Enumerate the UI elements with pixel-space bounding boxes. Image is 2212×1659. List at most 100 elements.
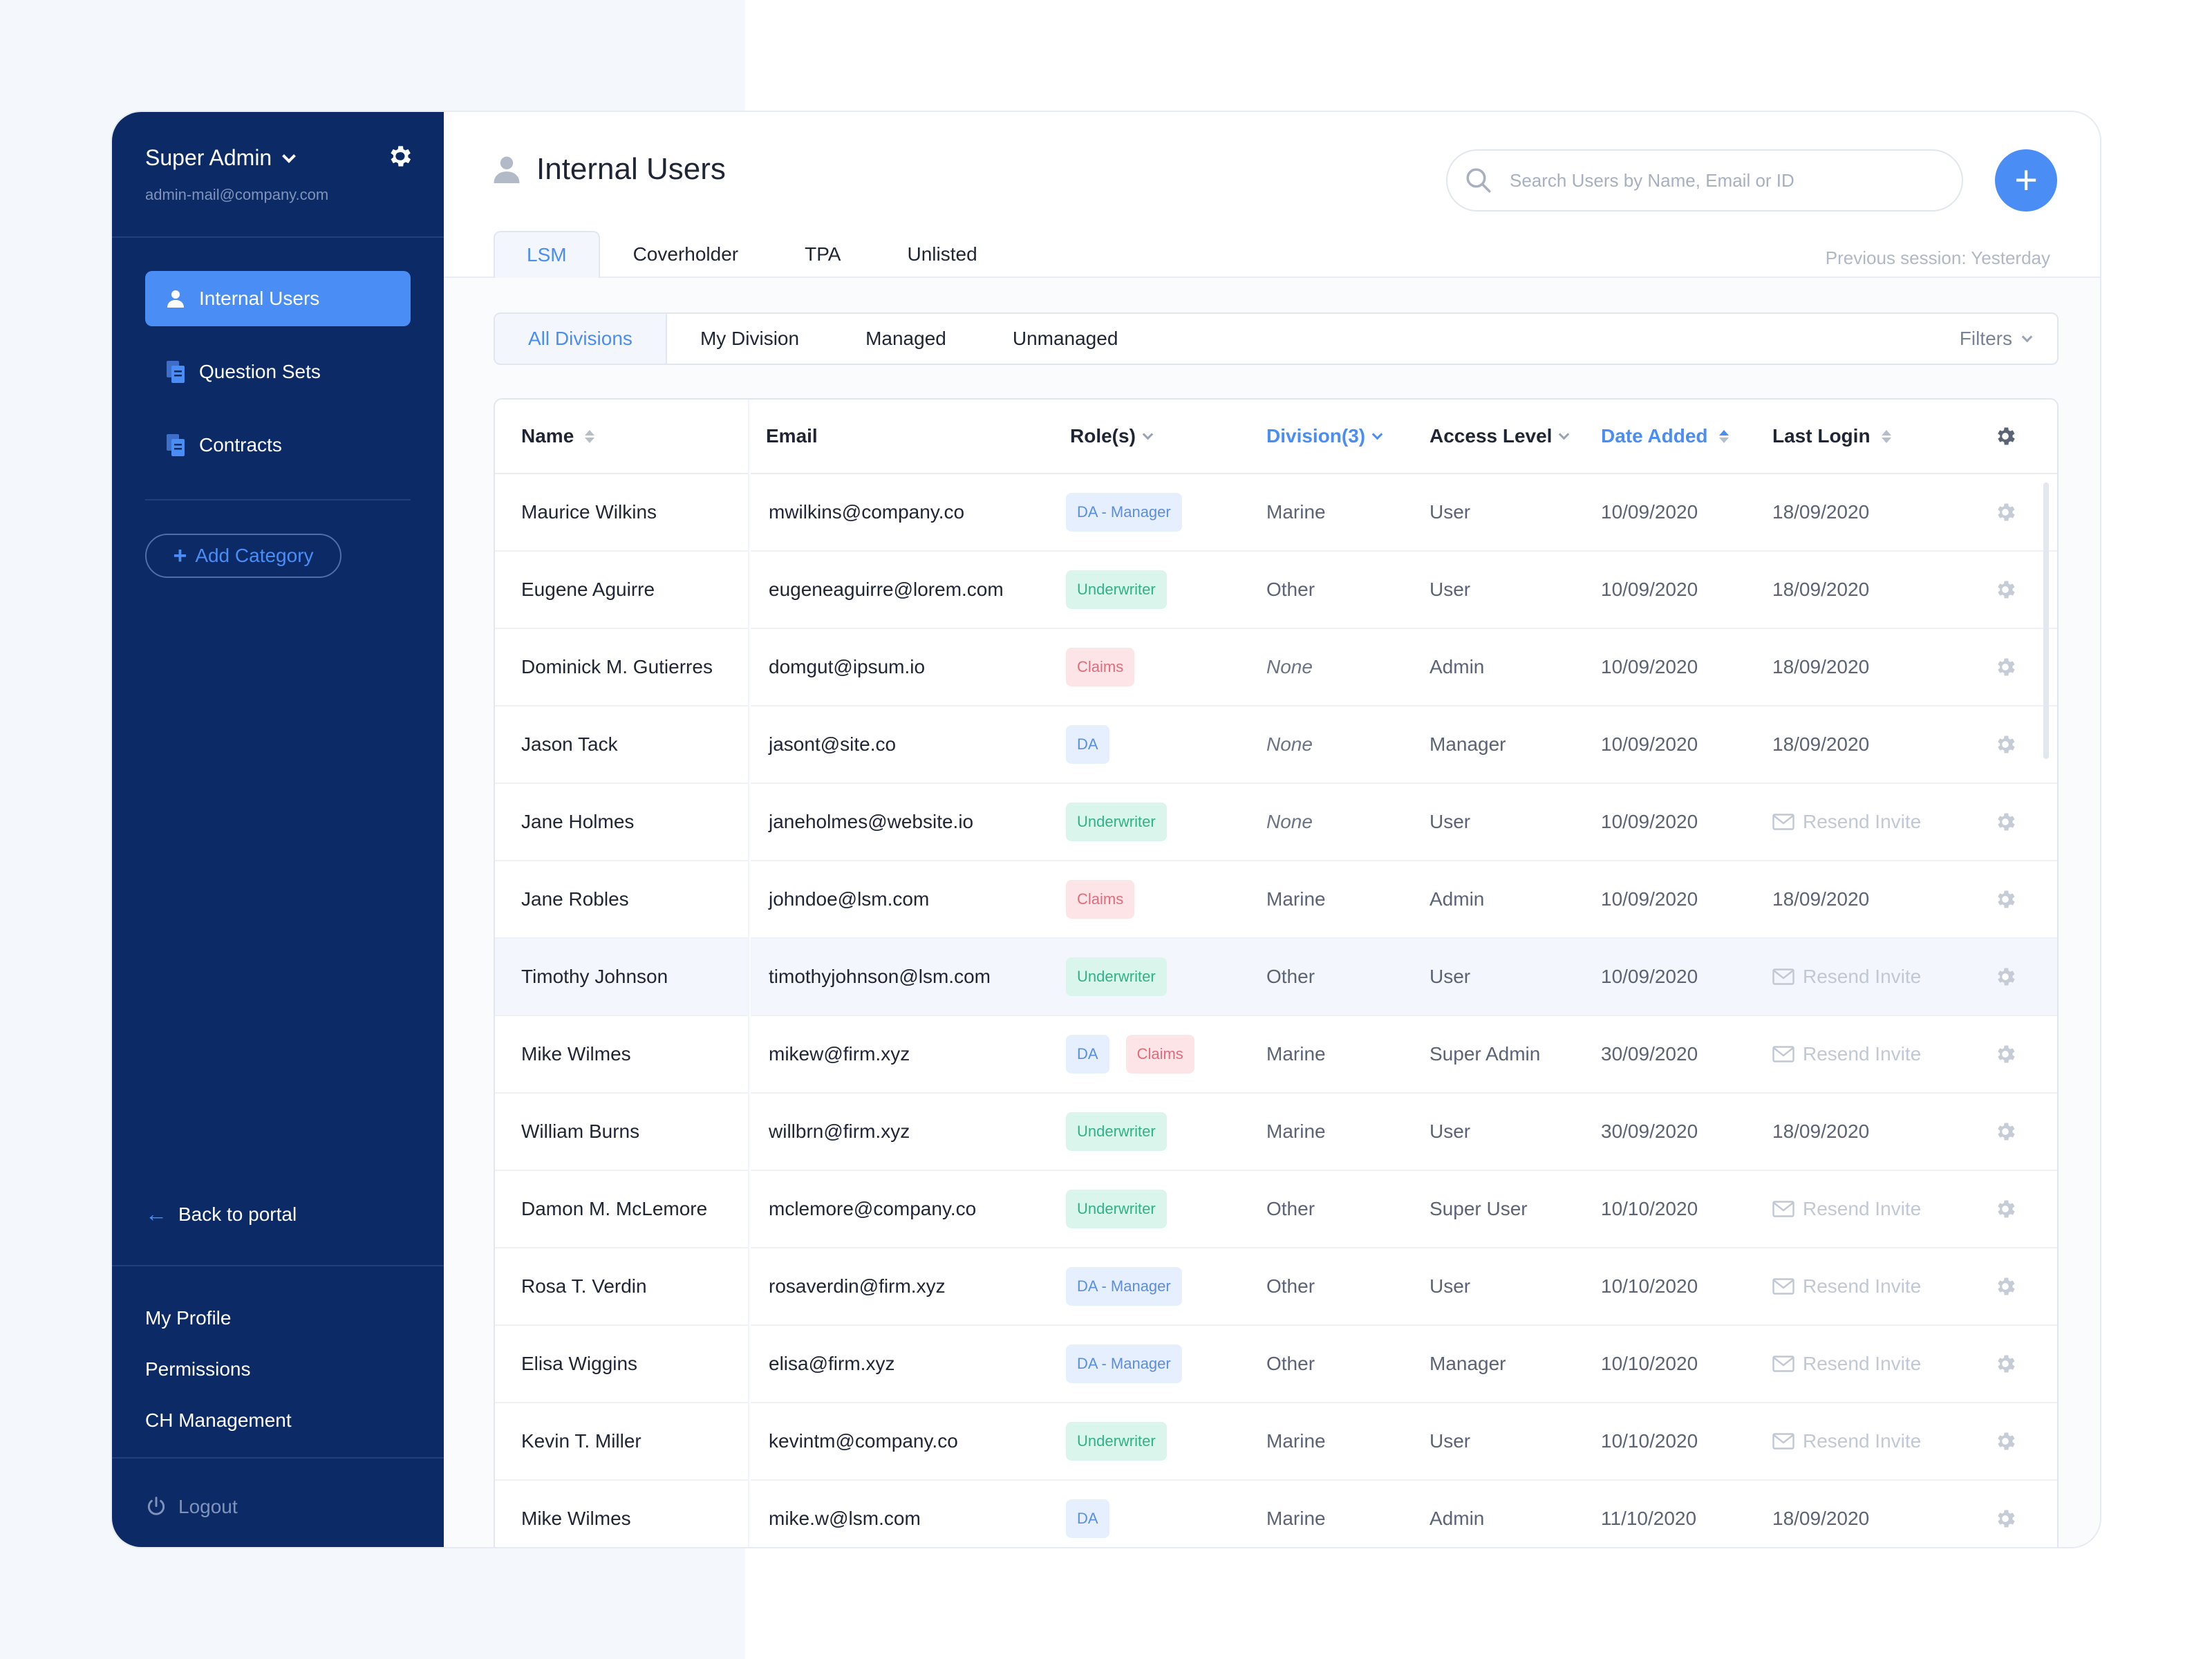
row-settings-button[interactable] <box>1994 965 2017 988</box>
table-scrollbar[interactable] <box>2043 482 2049 759</box>
row-settings-button[interactable] <box>1994 1352 2017 1376</box>
sidebar-item-label: Contracts <box>199 434 282 456</box>
sidebar-item-question-sets[interactable]: Question Sets <box>145 344 411 400</box>
role-badge: DA - Manager <box>1066 1344 1182 1383</box>
role-badge: DA - Manager <box>1066 493 1182 532</box>
gear-icon <box>1998 1432 2015 1450</box>
user-roles: DA - Manager <box>1066 1344 1182 1383</box>
resend-invite-link[interactable]: Resend Invite <box>1772 1430 1921 1452</box>
sidebar-item-label: Internal Users <box>199 288 320 309</box>
table-row[interactable]: Mike Wilmes mike.w@lsm.com DA Marine Admin 11… <box>495 1481 2057 1547</box>
tab-coverholder[interactable]: Coverholder <box>632 243 739 265</box>
user-division: None <box>1266 733 1313 755</box>
gear-icon[interactable] <box>386 142 413 170</box>
row-settings-button[interactable] <box>1994 1430 2017 1453</box>
account-header: Super Admin admin-mail@company.com <box>112 112 444 238</box>
row-settings-button[interactable] <box>1994 1120 2017 1143</box>
column-header-label: Role(s) <box>1070 425 1136 447</box>
tab-lsm[interactable]: LSM <box>494 231 600 278</box>
table-row[interactable]: Damon M. McLemore mclemore@company.co Unde… <box>495 1171 2057 1248</box>
user-email: eugeneaguirre@lorem.com <box>769 579 1004 600</box>
user-access-level: User <box>1430 501 1471 523</box>
user-date-added: 30/09/2020 <box>1601 1121 1698 1142</box>
column-header-division[interactable]: Division(3) <box>1266 425 1383 447</box>
user-date-added: 10/10/2020 <box>1601 1198 1698 1219</box>
tab-tpa[interactable]: TPA <box>805 243 841 265</box>
user-roles: Underwriter <box>1066 1112 1167 1151</box>
table-row[interactable]: Eugene Aguirre eugeneaguirre@lorem.com Und… <box>495 552 2057 629</box>
table-row[interactable]: Elisa Wiggins elisa@firm.xyz DA - Manager O… <box>495 1326 2057 1403</box>
row-settings-button[interactable] <box>1994 655 2017 679</box>
row-settings-button[interactable] <box>1994 578 2017 601</box>
subtab-managed[interactable]: Managed <box>865 328 946 349</box>
search-box[interactable] <box>1446 149 1963 212</box>
user-name: Timothy Johnson <box>521 966 668 987</box>
table-row[interactable]: Jane Robles johndoe@lsm.com Claims Marine Ad… <box>495 861 2057 939</box>
user-roles: DA - Manager <box>1066 493 1182 532</box>
table-row[interactable]: Kevin T. Miller kevintm@company.co Underwr… <box>495 1403 2057 1481</box>
user-division: Other <box>1266 966 1315 987</box>
filters-dropdown[interactable]: Filters <box>1960 314 2057 364</box>
row-settings-button[interactable] <box>1994 1042 2017 1066</box>
user-access-level: Manager <box>1430 1353 1506 1374</box>
table-row[interactable]: Rosa T. Verdin rosaverdin@firm.xyz DA - Ma… <box>495 1248 2057 1326</box>
gear-icon <box>1998 813 2015 831</box>
user-access-level: Super Admin <box>1430 1043 1541 1065</box>
search-input[interactable] <box>1510 169 1924 191</box>
table-row[interactable]: Maurice Wilkins mwilkins@company.co DA - M… <box>495 474 2057 552</box>
table-row[interactable]: Timothy Johnson timothyjohnson@lsm.com Und… <box>495 939 2057 1016</box>
sidebar-nav: Internal Users Question Sets Contracts <box>112 238 444 473</box>
column-header-name[interactable]: Name <box>521 425 595 447</box>
table-row[interactable]: Jane Holmes janeholmes@website.io Underwri… <box>495 784 2057 861</box>
row-settings-button[interactable] <box>1994 888 2017 911</box>
back-to-portal-link[interactable]: ← Back to portal <box>145 1201 297 1227</box>
user-roles: Claims <box>1066 880 1135 919</box>
column-header-date-added[interactable]: Date Added <box>1601 425 1729 447</box>
table-row[interactable]: Mike Wilmes mikew@firm.xyz DA Claims Marine S… <box>495 1016 2057 1094</box>
subtab-all-divisions[interactable]: All Divisions <box>495 314 667 364</box>
arrow-left-icon: ← <box>145 1201 167 1226</box>
resend-invite-link[interactable]: Resend Invite <box>1772 1198 1921 1220</box>
table-row[interactable]: William Burns willbrn@firm.xyz Underwriter… <box>495 1094 2057 1171</box>
table-row[interactable]: Jason Tack jasont@site.co DA None Manager 10/… <box>495 706 2057 784</box>
division-tabs: All Divisions My Division Managed Unmana… <box>494 312 2059 365</box>
resend-invite-label: Resend Invite <box>1803 1275 1922 1297</box>
row-settings-button[interactable] <box>1994 810 2017 834</box>
table-settings-button[interactable] <box>1994 424 2017 448</box>
add-user-button[interactable]: + <box>1995 149 2057 212</box>
row-settings-button[interactable] <box>1994 733 2017 756</box>
row-settings-button[interactable] <box>1994 500 2017 524</box>
logout-button[interactable]: Logout <box>145 1496 238 1518</box>
row-settings-button[interactable] <box>1994 1275 2017 1298</box>
user-date-added: 10/10/2020 <box>1601 1430 1698 1452</box>
column-header-access-level[interactable]: Access Level <box>1430 425 1570 447</box>
user-access-level: Manager <box>1430 733 1506 755</box>
gear-icon <box>1998 581 2015 599</box>
user-icon <box>494 156 520 183</box>
resend-invite-label: Resend Invite <box>1803 811 1922 832</box>
subtab-my-division[interactable]: My Division <box>700 328 800 349</box>
row-settings-button[interactable] <box>1994 1507 2017 1530</box>
subtab-unmanaged[interactable]: Unmanaged <box>1012 328 1118 349</box>
resend-invite-link[interactable]: Resend Invite <box>1772 1353 1921 1375</box>
table-row[interactable]: Dominick M. Gutierres domgut@ipsum.io Clai… <box>495 629 2057 706</box>
role-badge: Claims <box>1066 880 1135 919</box>
resend-invite-link[interactable]: Resend Invite <box>1772 811 1921 833</box>
permissions-link[interactable]: Permissions <box>145 1358 251 1380</box>
add-category-button[interactable]: + Add Category <box>145 534 341 578</box>
column-header-roles[interactable]: Role(s) <box>1070 425 1154 447</box>
resend-invite-link[interactable]: Resend Invite <box>1772 1043 1921 1065</box>
row-settings-button[interactable] <box>1994 1197 2017 1221</box>
tab-unlisted[interactable]: Unlisted <box>907 243 977 265</box>
sidebar-item-internal-users[interactable]: Internal Users <box>145 271 411 326</box>
role-switcher[interactable]: Super Admin <box>145 145 411 171</box>
sidebar-item-contracts[interactable]: Contracts <box>145 418 411 473</box>
user-name: Jane Robles <box>521 888 629 910</box>
column-header-last-login[interactable]: Last Login <box>1772 425 1891 447</box>
resend-invite-link[interactable]: Resend Invite <box>1772 966 1921 988</box>
ch-management-link[interactable]: CH Management <box>145 1409 292 1431</box>
document-icon <box>166 361 185 383</box>
resend-invite-label: Resend Invite <box>1803 966 1922 987</box>
resend-invite-link[interactable]: Resend Invite <box>1772 1275 1921 1297</box>
my-profile-link[interactable]: My Profile <box>145 1307 232 1329</box>
